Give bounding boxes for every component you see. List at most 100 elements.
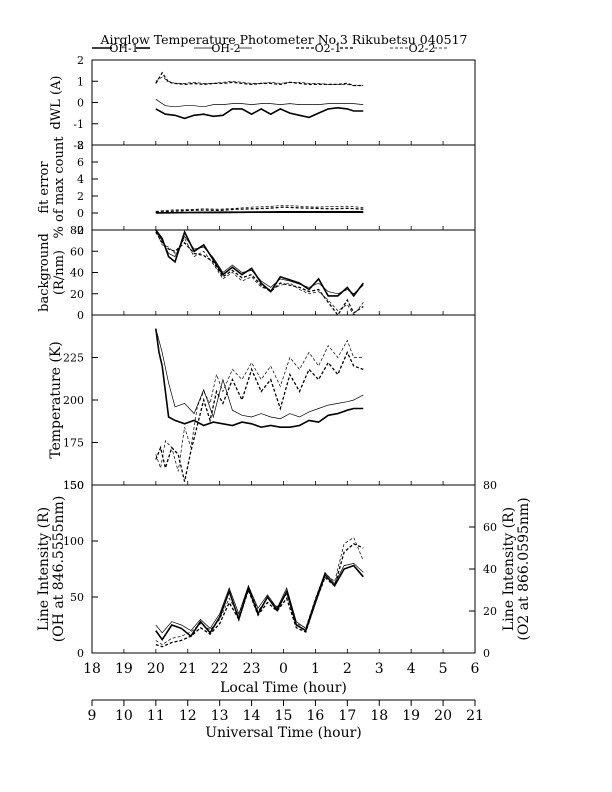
series-line-o2-2 (155, 230, 364, 315)
series-line-o2-1 (155, 350, 364, 482)
y-axis-label: % of max count (52, 136, 67, 239)
y-tick-label: -2 (73, 224, 84, 237)
y2-tick-label: 80 (483, 479, 497, 492)
series-line-o2-2 (155, 76, 364, 86)
ut-tick-label: 12 (179, 708, 197, 724)
ut-tick-label: 15 (275, 708, 293, 724)
series-line-o2-1 (155, 231, 364, 315)
y-axis-label: dWL (A) (49, 76, 64, 130)
panel-1: 2 1 0 -1 -2 dWL (A) (49, 54, 476, 152)
y-tick-label: 8 (77, 139, 84, 152)
ut-tick-label: 19 (402, 708, 420, 724)
y-tick-label: 0 (77, 97, 84, 110)
ut-tick-label: 20 (434, 708, 452, 724)
y-tick-label: 1 (77, 75, 84, 88)
panel-frame (91, 229, 476, 316)
panel-2: 8 6 4 2 0 -2 fit error% of max count (37, 136, 476, 239)
y-tick-label: 40 (70, 267, 84, 280)
ut-tick-label: 18 (370, 708, 388, 724)
y-tick-label: -1 (73, 118, 84, 131)
y-tick-label: 200 (63, 394, 84, 407)
panel-frame (91, 59, 476, 146)
legend-label-oh-1: OH-1 (109, 42, 138, 55)
panel-frame (91, 484, 476, 654)
panel-4: 225 200 175 150 Temperature (K) (48, 314, 476, 492)
local-time-tick-label: 19 (115, 661, 133, 677)
y-axis-label: (R/nm) (52, 250, 67, 295)
series-line-oh-2 (155, 230, 364, 295)
y-tick-label: 2 (77, 190, 84, 203)
local-time-tick-label: 6 (471, 661, 480, 677)
y-axis-label: (OH at 846.5555nm) (51, 496, 67, 643)
local-time-tick-label: 18 (83, 661, 101, 677)
local-time-tick-label: 1 (311, 661, 320, 677)
y2-tick-label: 60 (483, 521, 497, 534)
ut-tick-label: 21 (466, 708, 484, 724)
y-tick-label: 100 (63, 535, 84, 548)
y-axis-label: Temperature (K) (48, 341, 64, 459)
legend: OH-1 OH-2 O2-1 O2-2 (92, 42, 448, 55)
legend-label-oh-2: OH-2 (211, 42, 240, 55)
series-line-o2-2 (155, 339, 364, 472)
series-line-oh-2 (155, 99, 364, 108)
panel-3: 80 60 40 20 0 background (R/nm) (37, 224, 476, 322)
y-tick-label: 60 (70, 245, 84, 258)
ut-tick-label: 17 (338, 708, 356, 724)
y-tick-label: 150 (63, 479, 84, 492)
local-time-tick-label: 5 (439, 661, 448, 677)
y2-axis-label: Line Intensity (R) (501, 507, 517, 631)
local-time-tick-label: 23 (243, 661, 261, 677)
y-tick-label: 0 (77, 207, 84, 220)
ut-tick-label: 11 (147, 708, 165, 724)
y-tick-label: 80 (70, 224, 84, 237)
local-time-tick-label: 20 (147, 661, 165, 677)
local-time-tick-label: 3 (375, 661, 384, 677)
y-axis-label: Line Intensity (R) (36, 507, 52, 631)
ut-tick-label: 16 (307, 708, 325, 724)
y-tick-label: 0 (77, 309, 84, 322)
local-time-tick-label: 21 (179, 661, 197, 677)
chart-title: Airglow Temperature Photometer No.3 Riku… (100, 32, 468, 47)
series-line-oh-2 (155, 210, 364, 213)
y-tick-label: 0 (77, 647, 84, 660)
legend-label-o2-2: O2-2 (409, 42, 436, 55)
local-time-axis-label: Local Time (hour) (220, 680, 347, 696)
y-tick-label: -2 (73, 139, 84, 152)
panel-frame (91, 144, 476, 231)
y-tick-label: 50 (70, 591, 84, 604)
y-tick-label: 2 (77, 54, 84, 67)
ut-tick-label: 9 (88, 708, 97, 724)
series-line-oh-1 (155, 211, 364, 214)
ut-tick-label: 13 (211, 708, 229, 724)
local-time-tick-label: 22 (211, 661, 229, 677)
local-time-tick-label: 2 (343, 661, 352, 677)
series-line-oh-1 (155, 106, 364, 120)
series-line-oh-2 (155, 563, 364, 634)
series-line-o2-2 (155, 536, 364, 646)
y-tick-label: 225 (63, 352, 84, 365)
y-axis-label: background (37, 233, 52, 312)
y2-tick-label: 40 (483, 563, 497, 576)
local-time-tick-label: 0 (279, 661, 288, 677)
y-tick-label: 20 (70, 288, 84, 301)
series-line-o2-1 (155, 543, 364, 648)
panel-frame (91, 314, 476, 486)
y2-tick-label: 20 (483, 605, 497, 618)
series-line-oh-1 (155, 328, 364, 429)
ut-axis-label: Universal Time (hour) (205, 725, 362, 741)
y-tick-label: 175 (63, 437, 84, 450)
legend-label-o2-1: O2-1 (315, 42, 342, 55)
y2-tick-label: 0 (483, 647, 490, 660)
y-tick-label: 4 (77, 173, 84, 186)
y-axis-label: fit error (37, 161, 52, 214)
y-tick-label: 6 (77, 156, 84, 169)
y-tick-label: 150 (63, 479, 84, 492)
ut-tick-label: 14 (243, 708, 261, 724)
local-time-tick-label: 4 (407, 661, 416, 677)
y2-axis-label: (O2 at 866.0595nm) (516, 497, 532, 640)
series-line-oh-2 (155, 328, 364, 420)
